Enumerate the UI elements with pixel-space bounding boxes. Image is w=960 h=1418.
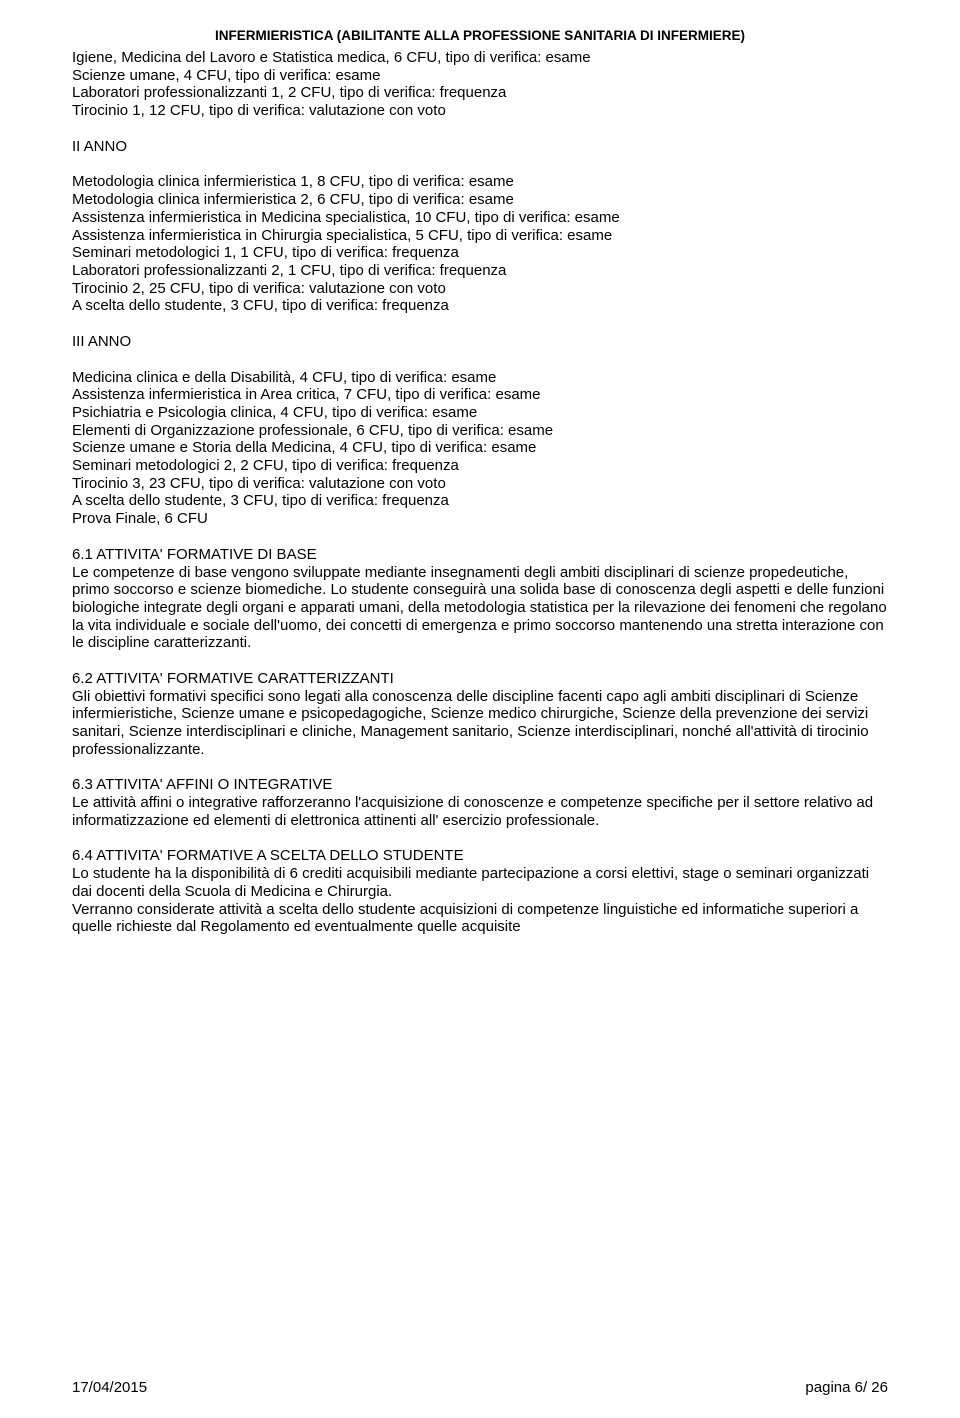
- footer-page-number: pagina 6/ 26: [805, 1379, 888, 1396]
- course-line: Seminari metodologici 1, 1 CFU, tipo di …: [72, 244, 888, 262]
- section-6-3-title: 6.3 ATTIVITA' AFFINI O INTEGRATIVE: [72, 776, 888, 794]
- section-6-4-title: 6.4 ATTIVITA' FORMATIVE A SCELTA DELLO S…: [72, 847, 888, 865]
- course-line: A scelta dello studente, 3 CFU, tipo di …: [72, 492, 888, 510]
- course-line: Elementi di Organizzazione professionale…: [72, 422, 888, 440]
- course-line: Metodologia clinica infermieristica 1, 8…: [72, 173, 888, 191]
- course-line: Scienze umane e Storia della Medicina, 4…: [72, 439, 888, 457]
- course-line: Laboratori professionalizzanti 2, 1 CFU,…: [72, 262, 888, 280]
- page-header: INFERMIERISTICA (ABILITANTE ALLA PROFESS…: [72, 28, 888, 43]
- anno2-block: Metodologia clinica infermieristica 1, 8…: [72, 173, 888, 315]
- section-6-2-body: Gli obiettivi formativi specifici sono l…: [72, 688, 888, 759]
- anno1-block: Igiene, Medicina del Lavoro e Statistica…: [72, 49, 888, 120]
- course-line: Assistenza infermieristica in Chirurgia …: [72, 227, 888, 245]
- course-line: Igiene, Medicina del Lavoro e Statistica…: [72, 49, 888, 67]
- course-line: Scienze umane, 4 CFU, tipo di verifica: …: [72, 67, 888, 85]
- section-6-4-body: Lo studente ha la disponibilità di 6 cre…: [72, 865, 888, 936]
- course-line: Laboratori professionalizzanti 1, 2 CFU,…: [72, 84, 888, 102]
- course-line: Psichiatria e Psicologia clinica, 4 CFU,…: [72, 404, 888, 422]
- anno3-label: III ANNO: [72, 333, 888, 351]
- section-6-1-body: Le competenze di base vengono sviluppate…: [72, 564, 888, 652]
- document-page: INFERMIERISTICA (ABILITANTE ALLA PROFESS…: [0, 0, 960, 1418]
- course-line: Tirocinio 3, 23 CFU, tipo di verifica: v…: [72, 475, 888, 493]
- course-line: Prova Finale, 6 CFU: [72, 510, 888, 528]
- anno2-label: II ANNO: [72, 138, 888, 156]
- section-6-3-body: Le attività affini o integrative rafforz…: [72, 794, 888, 829]
- course-line: Seminari metodologici 2, 2 CFU, tipo di …: [72, 457, 888, 475]
- course-line: Assistenza infermieristica in Area criti…: [72, 386, 888, 404]
- course-line: Metodologia clinica infermieristica 2, 6…: [72, 191, 888, 209]
- course-line: Assistenza infermieristica in Medicina s…: [72, 209, 888, 227]
- course-line: Tirocinio 2, 25 CFU, tipo di verifica: v…: [72, 280, 888, 298]
- page-footer: 17/04/2015 pagina 6/ 26: [72, 1379, 888, 1396]
- course-line: Tirocinio 1, 12 CFU, tipo di verifica: v…: [72, 102, 888, 120]
- footer-date: 17/04/2015: [72, 1379, 147, 1396]
- anno3-block: Medicina clinica e della Disabilità, 4 C…: [72, 369, 888, 528]
- course-line: Medicina clinica e della Disabilità, 4 C…: [72, 369, 888, 387]
- section-6-2-title: 6.2 ATTIVITA' FORMATIVE CARATTERIZZANTI: [72, 670, 888, 688]
- section-6-1-title: 6.1 ATTIVITA' FORMATIVE DI BASE: [72, 546, 888, 564]
- course-line: A scelta dello studente, 3 CFU, tipo di …: [72, 297, 888, 315]
